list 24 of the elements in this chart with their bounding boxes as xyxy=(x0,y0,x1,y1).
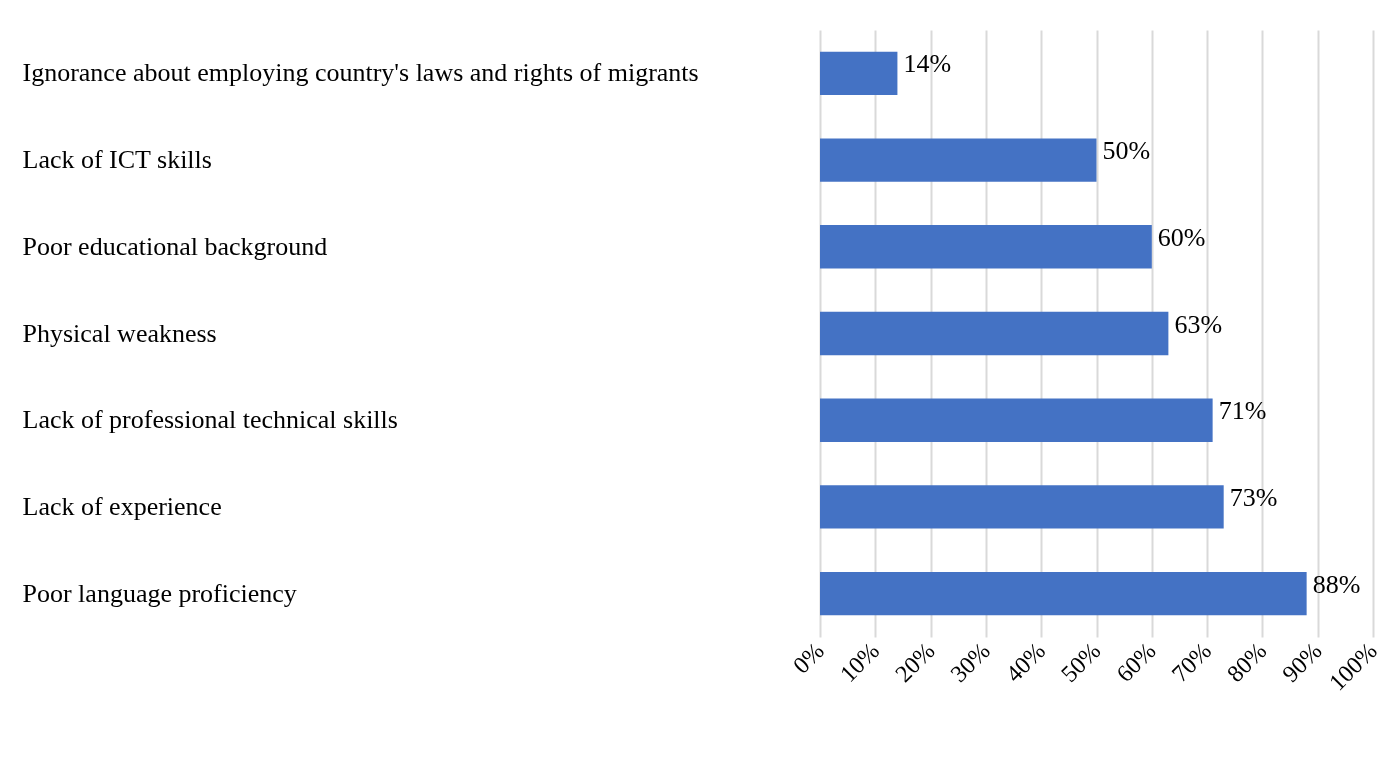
data-label: 63% xyxy=(1174,309,1223,339)
data-label: 88% xyxy=(1312,569,1361,599)
x-tick-label: 60% xyxy=(1111,637,1161,688)
x-tick-label: 80% xyxy=(1221,637,1272,688)
x-tick-label: 0% xyxy=(787,637,829,679)
data-label: 71% xyxy=(1218,396,1267,426)
x-tick-label: 40% xyxy=(1000,637,1051,688)
y-tick-label: Poor language proficiency xyxy=(22,578,297,608)
y-tick-label: Lack of ICT skills xyxy=(22,145,212,175)
x-tick-label: 70% xyxy=(1166,637,1217,688)
y-tick-label: Lack of experience xyxy=(22,491,222,521)
y-tick-label: Ignorance about employing country's laws and rights of migrants xyxy=(22,58,699,88)
x-tick-label: 20% xyxy=(890,637,940,688)
data-label: 60% xyxy=(1157,222,1206,252)
data-label: 14% xyxy=(903,49,952,79)
x-tick-label: 30% xyxy=(945,637,995,688)
y-tick-label: Physical weakness xyxy=(22,318,217,348)
x-tick-label: 50% xyxy=(1055,637,1106,688)
y-tick-label: Poor educational background xyxy=(22,231,328,261)
x-tick-label: 90% xyxy=(1277,637,1327,688)
x-tick-label: 10% xyxy=(834,637,885,688)
data-label: 73% xyxy=(1229,482,1278,512)
y-tick-label: Lack of professional technical skills xyxy=(22,405,398,435)
data-label: 50% xyxy=(1102,136,1151,166)
